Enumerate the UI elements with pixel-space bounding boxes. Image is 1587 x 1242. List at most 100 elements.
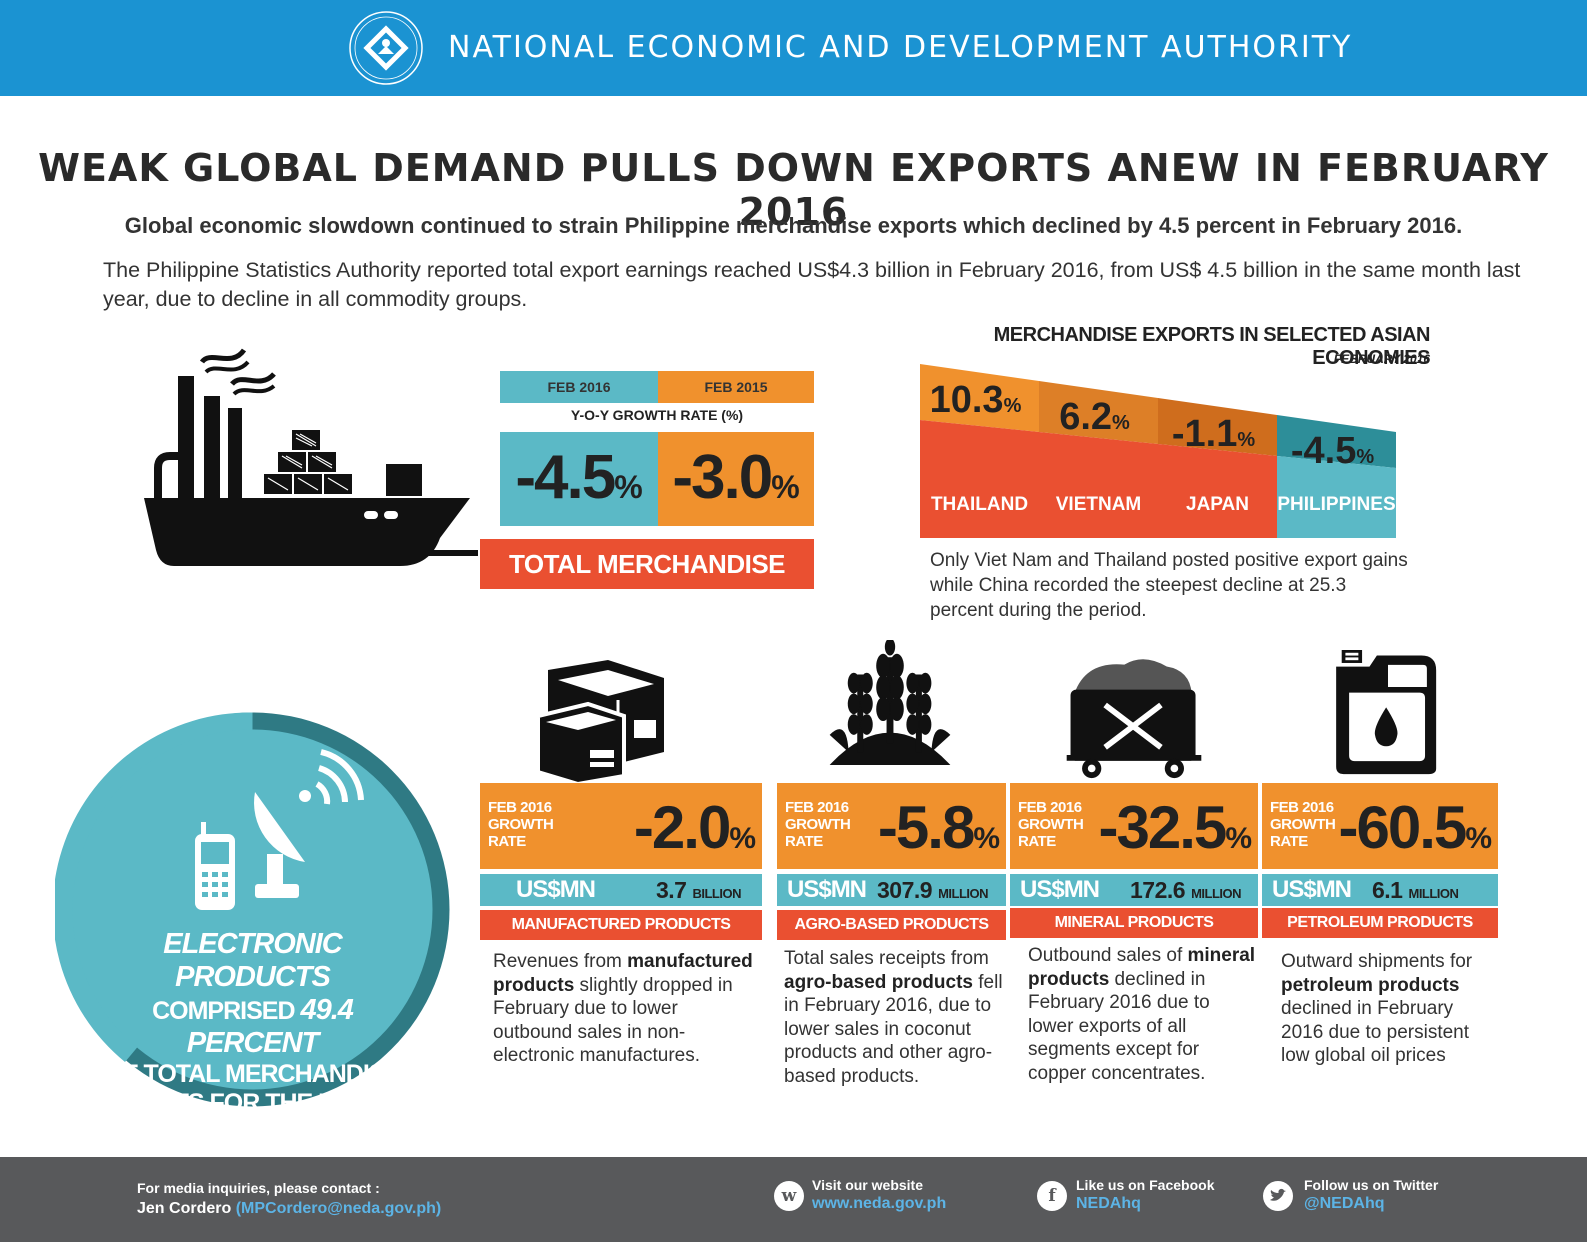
satellite-dish-icon: [254, 749, 364, 898]
electronics-text: ELECTRONIC PRODUCTS COMPRISED 49.4 PERCE…: [85, 928, 420, 1118]
contact-name: Jen Cordero: [137, 1200, 232, 1217]
asian-chart-subtitle: FEBRUARY 2016: [1333, 352, 1430, 366]
band-top-philippines: [1277, 415, 1396, 468]
feb2015-value: -3.0: [672, 443, 773, 512]
country-label-vietnam: VIETNAM: [1056, 494, 1142, 515]
usd-label: US$MN: [516, 876, 596, 903]
feb2016-value-box: -4.5%: [500, 432, 658, 526]
neda-logo: [349, 11, 423, 85]
feb2015-header: FEB 2015: [658, 371, 814, 403]
usd-value: 172.6: [1130, 877, 1186, 903]
twitter-label: Follow us on Twitter: [1304, 1177, 1439, 1193]
oil-can-icon: [1336, 650, 1437, 775]
usd-value: 3.7: [656, 877, 687, 903]
desc-part: Revenues from: [493, 951, 628, 972]
electronics-share: 49.4 PERCENT: [186, 994, 354, 1059]
usd-unit: MILLION: [1408, 886, 1459, 901]
feb2015-value-box: -3.0%: [658, 432, 814, 526]
electronics-line1: ELECTRONIC PRODUCTS: [163, 928, 343, 993]
growth-label-2: GROWTH: [488, 816, 554, 833]
card-agro-usd: US$MN 307.9 MILLION: [777, 874, 1006, 906]
usd-value: 6.1: [1372, 877, 1403, 903]
card-manufactured-growth: FEB 2016 GROWTH RATE -2.0%: [480, 783, 762, 869]
growth-value: -5.8: [877, 794, 975, 861]
growth-value: -60.5: [1338, 794, 1468, 861]
usd-unit: BILLION: [692, 886, 741, 901]
desc-mineral: Outbound sales of mineral products decli…: [1028, 944, 1256, 1085]
desc-bold: agro-based products: [784, 971, 973, 993]
electronics-line3: OF TOTAL MERCHANDISE: [104, 1060, 401, 1088]
pct-sign: %: [1356, 446, 1374, 468]
band-bottom-philippines: [1277, 456, 1396, 538]
card-mineral-growth: FEB 2016 GROWTH RATE -32.5%: [1010, 783, 1258, 869]
growth-label-1: FEB 2016: [785, 799, 849, 816]
yoy-label: Y-O-Y GROWTH RATE (%): [570, 407, 744, 423]
band-top-thailand: [920, 364, 1039, 432]
usd-unit: MILLION: [1191, 886, 1241, 901]
pct-sign: %: [1225, 822, 1252, 855]
growth-label-3: RATE: [1018, 833, 1056, 850]
feb2016-header: FEB 2016: [500, 371, 658, 403]
growth-value: -32.5: [1098, 794, 1228, 861]
pct-sign: %: [1004, 395, 1022, 417]
boxes-icon: [538, 660, 664, 785]
wheat-icon: [829, 640, 951, 765]
website-link[interactable]: www.neda.gov.ph: [812, 1195, 947, 1212]
growth-value: -2.0: [633, 794, 731, 861]
desc-part: Outbound sales of: [1028, 945, 1188, 966]
usd-unit: MILLION: [938, 886, 988, 901]
asian-chart-title: MERCHANDISE EXPORTS IN SELECTED ASIAN EC…: [993, 324, 1431, 369]
electronics-line2: COMPRISED 49.4 PERCENT: [85, 994, 420, 1060]
header-bar: [0, 0, 1587, 96]
band-bottom-japan: [1158, 444, 1277, 538]
facebook-icon: f: [1037, 1181, 1067, 1211]
desc-part: declined in February 2016 due to lower e…: [1028, 968, 1210, 1084]
desc-agro: Total sales receipts from agro-based pro…: [784, 947, 1009, 1088]
desc-bold: petroleum products: [1281, 974, 1460, 996]
facebook-label: Like us on Facebook: [1076, 1177, 1215, 1193]
growth-label-2: GROWTH: [1018, 816, 1084, 833]
org-name: NATIONAL ECONOMIC AND DEVELOPMENT AUTHOR…: [448, 30, 1353, 65]
cargo-ship-icon: [144, 348, 478, 566]
electronics-line2a: COMPRISED: [152, 997, 301, 1025]
desc-bold: manufactured products: [493, 951, 753, 996]
asian-exports-graphic: 10.3%THAILAND6.2%VIETNAM-1.1%JAPAN-4.5%P…: [920, 364, 1396, 538]
body-text: The Philippine Statistics Authority repo…: [103, 258, 1521, 311]
growth-label-2: GROWTH: [1270, 816, 1336, 833]
category-agro: AGRO-BASED PRODUCTS: [777, 910, 1006, 940]
mine-cart-icon: [1066, 659, 1202, 779]
pct-sign: %: [771, 469, 800, 505]
desc-manufactured: Revenues from manufactured products slig…: [493, 950, 758, 1068]
growth-label-3: RATE: [1270, 833, 1308, 850]
contact-email-link[interactable]: (MPCordero@neda.gov.ph): [235, 1200, 442, 1217]
desc-part: declined in February 2016 due to persist…: [1281, 998, 1470, 1066]
country-label-philippines: PHILIPPINES: [1277, 494, 1395, 515]
pct-sign: %: [973, 822, 1000, 855]
pct-sign: %: [614, 469, 643, 505]
pct-sign: %: [1112, 412, 1130, 434]
country-label-thailand: THAILAND: [931, 494, 1028, 515]
pct-sign: %: [1237, 429, 1255, 451]
twitter-link[interactable]: @NEDAhq: [1304, 1195, 1385, 1212]
feb2016-value: -4.5: [515, 443, 616, 512]
electronics-circle: [55, 712, 450, 1107]
lead-text: Global economic slowdown continued to st…: [124, 213, 1463, 238]
country-label-japan: JAPAN: [1186, 494, 1249, 515]
electronics-line4: EXPORTS FOR THE PERIOD.: [91, 1089, 415, 1117]
contact-line: Jen Cordero (MPCordero@neda.gov.ph): [137, 1200, 441, 1218]
growth-label-2: GROWTH: [785, 816, 851, 833]
growth-label-3: RATE: [785, 833, 823, 850]
desc-part: fell in February 2016, due to lower sale…: [784, 971, 1003, 1087]
usd-label: US$MN: [1272, 876, 1352, 903]
category-mineral: MINERAL PRODUCTS: [1010, 908, 1258, 938]
facebook-link[interactable]: NEDAhq: [1076, 1195, 1141, 1212]
band-top-japan: [1158, 398, 1277, 456]
asian-chart-note: Only Viet Nam and Thailand posted positi…: [930, 550, 1408, 621]
usd-label: US$MN: [787, 876, 867, 903]
card-manufactured-usd: US$MN 3.7 BILLION: [480, 874, 762, 906]
growth-label-1: FEB 2016: [1018, 799, 1082, 816]
website-label: Visit our website: [812, 1177, 923, 1193]
category-petroleum: PETROLEUM PRODUCTS: [1262, 908, 1498, 938]
category-manufactured: MANUFACTURED PRODUCTS: [480, 910, 762, 940]
desc-part: Outward shipments for: [1281, 951, 1473, 972]
